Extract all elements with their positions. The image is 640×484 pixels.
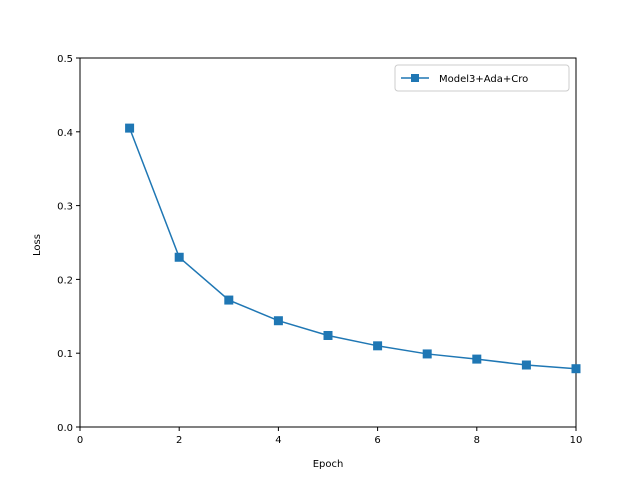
data-point-marker: [521, 360, 531, 370]
y-axis-label: Loss: [32, 234, 43, 256]
data-point-marker: [571, 364, 581, 374]
x-tick-label: 8: [474, 435, 480, 446]
plot-area: [79, 57, 577, 428]
data-point-marker: [422, 349, 432, 359]
x-axis-label: Epoch: [313, 459, 344, 470]
y-tick-label: 0.4: [57, 128, 73, 139]
series-layer: [125, 123, 581, 374]
y-tick-label: 0.0: [57, 423, 73, 434]
data-point-marker: [224, 295, 234, 305]
legend-label: Model3+Ada+Cro: [439, 74, 528, 85]
data-point-marker: [273, 316, 283, 326]
data-point-marker: [373, 341, 383, 351]
y-axis-ticks: 0.0 0.1 0.2 0.3 0.4 0.5: [57, 54, 80, 434]
x-tick-label: 10: [570, 435, 583, 446]
axes-frame: [79, 57, 577, 428]
data-point-marker: [323, 330, 333, 340]
data-point-marker: [125, 123, 135, 133]
y-tick-label: 0.2: [57, 275, 73, 286]
x-tick-label: 6: [374, 435, 380, 446]
legend-marker-swatch: [411, 74, 419, 82]
x-tick-label: 0: [77, 435, 83, 446]
legend: Model3+Ada+Cro: [394, 64, 570, 92]
y-tick-label: 0.5: [57, 54, 73, 65]
series-line: [128, 127, 577, 370]
y-tick-label: 0.1: [57, 349, 73, 360]
x-axis-ticks: 0 2 4 6 8 10: [77, 427, 583, 446]
legend-box: [394, 64, 570, 92]
x-tick-label: 4: [275, 435, 281, 446]
y-tick-label: 0.3: [57, 202, 73, 213]
x-tick-label: 2: [176, 435, 182, 446]
data-point-marker: [472, 354, 482, 364]
data-point-marker: [174, 252, 184, 262]
